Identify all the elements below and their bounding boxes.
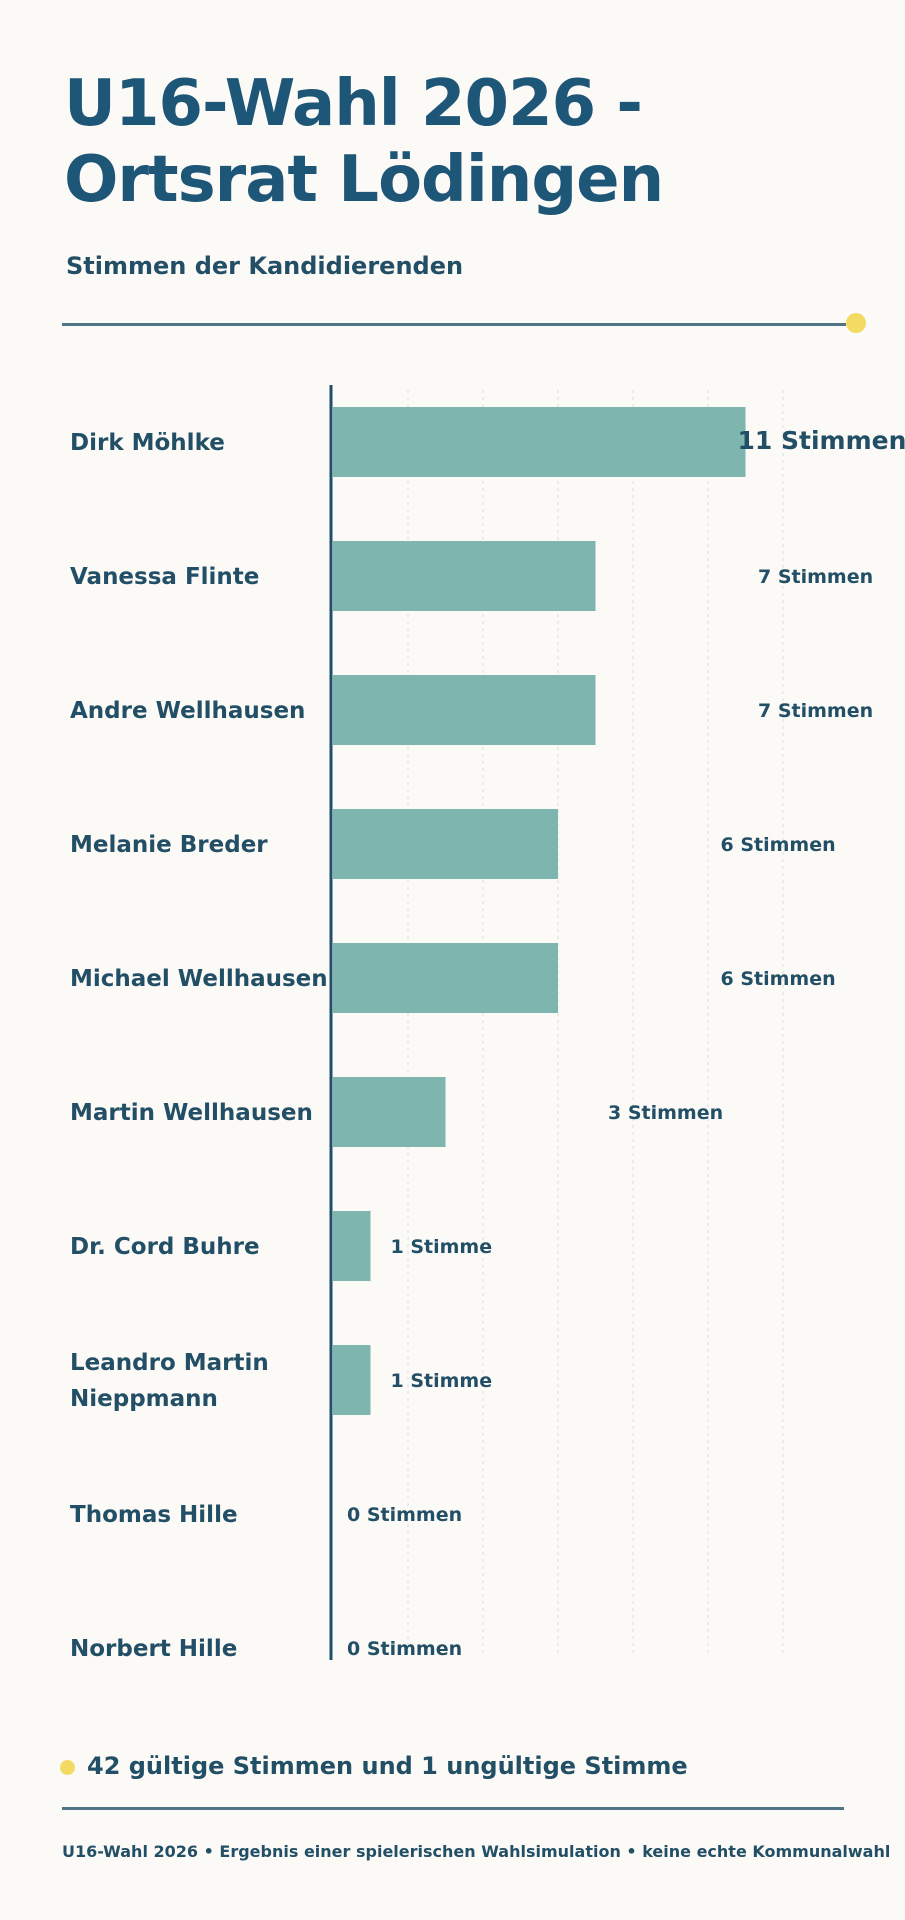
category-label: Dirk Möhlke xyxy=(70,430,225,456)
title-line-1: U16-Wahl 2026 - xyxy=(64,67,643,141)
value-label: 0 Stimmen xyxy=(347,1504,462,1526)
value-label: 6 Stimmen xyxy=(721,834,836,856)
category-label: Thomas Hille xyxy=(70,1502,238,1528)
vote-summary: 42 gültige Stimmen und 1 ungültige Stimm… xyxy=(87,1752,688,1780)
footnote: U16-Wahl 2026 • Ergebnis einer spieleris… xyxy=(62,1842,891,1861)
category-label: Melanie Breder xyxy=(70,832,268,858)
category-label: Martin Wellhausen xyxy=(70,1100,313,1126)
bar xyxy=(333,809,558,879)
accent-dot xyxy=(846,313,866,333)
value-label: 7 Stimmen xyxy=(758,700,873,722)
page-title: U16-Wahl 2026 - Ortsrat Lödingen xyxy=(64,66,864,218)
category-label: Norbert Hille xyxy=(70,1636,237,1662)
bar xyxy=(333,541,596,611)
category-label: Andre Wellhausen xyxy=(70,698,305,724)
category-label: Vanessa Flinte xyxy=(70,564,259,590)
value-label: 0 Stimmen xyxy=(347,1638,462,1660)
value-label: 7 Stimmen xyxy=(758,566,873,588)
top-divider xyxy=(62,323,846,326)
title-line-2: Ortsrat Lödingen xyxy=(64,143,664,217)
bar xyxy=(333,1345,371,1415)
value-label: 6 Stimmen xyxy=(721,968,836,990)
bottom-divider xyxy=(62,1807,844,1810)
category-label: Dr. Cord Buhre xyxy=(70,1234,260,1260)
value-label: 1 Stimme xyxy=(391,1236,493,1258)
vote-bar-chart: Dirk Möhlke 11 Stimmen Vanessa Flinte 7 Sti… xyxy=(70,385,905,1662)
bar xyxy=(333,407,746,477)
category-label: Michael Wellhausen xyxy=(70,966,328,992)
category-label: Leandro Martin Nieppmann xyxy=(70,1350,269,1412)
summary-bullet-dot xyxy=(60,1760,75,1775)
label-layer: Dirk Möhlke 11 Stimmen Vanessa Flinte 7 Sti… xyxy=(70,426,905,1662)
chart-subtitle: Stimmen der Kandidierenden xyxy=(66,252,464,280)
value-label: 1 Stimme xyxy=(391,1370,493,1392)
value-label: 3 Stimmen xyxy=(608,1102,723,1124)
bar xyxy=(333,1077,446,1147)
bar-layer xyxy=(333,407,746,1415)
bar xyxy=(333,1211,371,1281)
value-label: 11 Stimmen xyxy=(738,426,905,455)
bar xyxy=(333,943,558,1013)
bar xyxy=(333,675,596,745)
